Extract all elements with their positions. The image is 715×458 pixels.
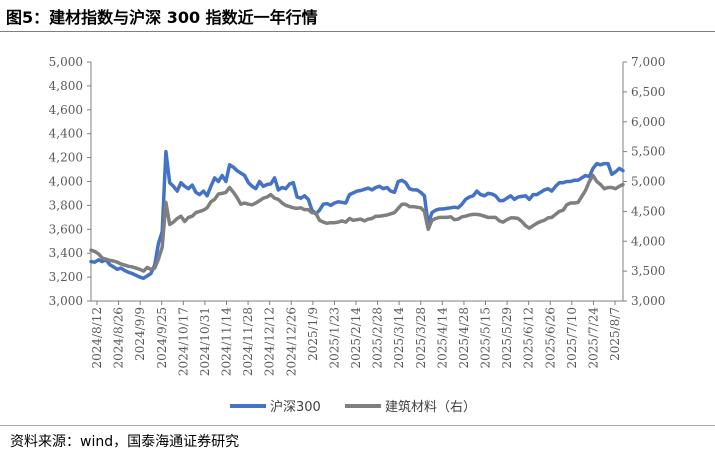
x-tick-label: 2024/9/25 bbox=[155, 307, 169, 369]
x-tick-label: 2025/1/9 bbox=[306, 307, 320, 361]
x-tick-label: 2025/2/28 bbox=[371, 307, 385, 369]
left-y-tick-label: 4,600 bbox=[49, 103, 83, 117]
series-line-building-materials bbox=[89, 173, 625, 273]
right-y-tick-label: 5,500 bbox=[631, 145, 665, 159]
series-lines bbox=[89, 149, 625, 281]
series-line-hs300 bbox=[89, 149, 625, 281]
right-y-tick-label: 4,000 bbox=[631, 234, 665, 248]
left-y-tick-label: 3,000 bbox=[49, 294, 83, 308]
right-y-tick-label: 6,500 bbox=[631, 85, 665, 99]
right-y-tick-label: 3,500 bbox=[631, 264, 665, 278]
x-tick-label: 2025/6/26 bbox=[543, 307, 557, 369]
x-tick-label: 2025/7/10 bbox=[565, 307, 579, 369]
x-tick-label: 2025/3/28 bbox=[414, 307, 428, 369]
source-divider bbox=[0, 425, 715, 426]
x-tick-label: 2025/2/14 bbox=[349, 307, 363, 369]
left-y-tick-label: 5,000 bbox=[49, 55, 83, 69]
legend-item-building-materials: 建筑材料（右） bbox=[345, 399, 476, 415]
chart: 3,000 3,200 3,400 3,600 3,800 4,000 4,200 4,400… bbox=[49, 55, 666, 415]
x-tick-label: 2025/5/29 bbox=[500, 307, 514, 369]
left-y-tick-label: 4,000 bbox=[49, 175, 83, 189]
x-tick-label: 2025/4/28 bbox=[457, 307, 471, 369]
right-y-tick-label: 7,000 bbox=[631, 55, 665, 69]
source-note: 资料来源：wind，国泰海通证券研究 bbox=[10, 434, 240, 450]
x-tick-label: 2024/12/12 bbox=[263, 307, 277, 376]
x-tick-label: 2025/8/7 bbox=[608, 307, 622, 361]
x-tick-label: 2024/8/26 bbox=[112, 307, 126, 369]
left-y-tick-label: 4,400 bbox=[49, 127, 83, 141]
x-tick-label: 2024/12/26 bbox=[284, 307, 298, 376]
x-tick-label: 2025/4/14 bbox=[435, 307, 449, 369]
right-y-tick-label: 4,500 bbox=[631, 204, 665, 218]
legend: 沪深300 建筑材料（右） bbox=[230, 399, 476, 415]
left-y-tick-label: 4,800 bbox=[49, 79, 83, 93]
legend-label: 沪深300 bbox=[270, 399, 321, 415]
x-tick-label: 2025/3/14 bbox=[392, 307, 406, 369]
right-y-tick-label: 6,000 bbox=[631, 115, 665, 129]
x-tick-label: 2025/6/12 bbox=[522, 307, 536, 369]
legend-label: 建筑材料（右） bbox=[385, 399, 476, 415]
right-y-tick-label: 5,000 bbox=[631, 175, 665, 189]
x-tick-label: 2025/5/15 bbox=[479, 307, 493, 369]
x-tick-label: 2024/11/14 bbox=[220, 307, 234, 377]
x-tick-label: 2024/8/12 bbox=[90, 307, 104, 369]
x-tick-label: 2025/7/24 bbox=[586, 307, 600, 369]
axes: 3,000 3,200 3,400 3,600 3,800 4,000 4,200 4,400… bbox=[49, 55, 666, 376]
x-tick-label: 2025/1/23 bbox=[327, 307, 341, 369]
left-y-tick-label: 3,400 bbox=[49, 246, 83, 260]
x-tick-label: 2024/10/31 bbox=[198, 307, 212, 376]
chart-title: 图5：建材指数与沪深 300 指数近一年行情 bbox=[6, 8, 318, 27]
x-tick-label: 2024/10/17 bbox=[176, 307, 190, 376]
left-y-tick-label: 3,600 bbox=[49, 222, 83, 236]
legend-item-hs300: 沪深300 bbox=[230, 399, 321, 415]
left-y-tick-label: 3,800 bbox=[49, 198, 83, 212]
title-divider bbox=[0, 31, 715, 32]
right-y-tick-label: 3,000 bbox=[631, 294, 665, 308]
left-y-tick-label: 3,200 bbox=[49, 270, 83, 284]
x-tick-label: 2024/9/9 bbox=[133, 307, 147, 361]
left-y-tick-label: 4,200 bbox=[49, 151, 83, 165]
x-tick-label: 2024/11/28 bbox=[241, 307, 255, 376]
